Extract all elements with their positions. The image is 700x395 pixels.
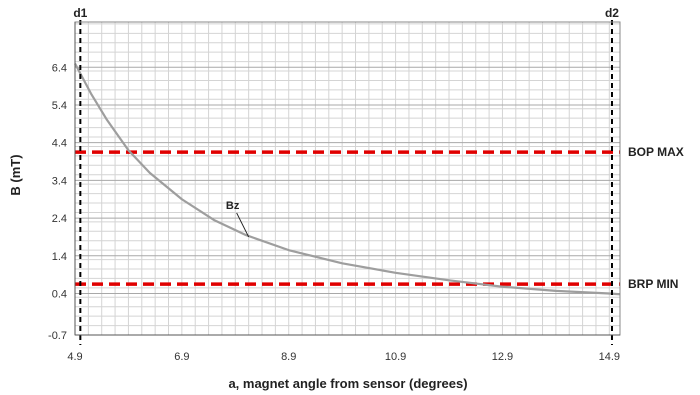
annotation-label: Bz <box>226 200 240 212</box>
threshold-label: BOP MAX <box>628 145 684 159</box>
y-tick-label: 5.4 <box>52 100 67 112</box>
tick-labels: 4.9 6.9 8.9 10.9 12.9 14.9 -0.7 0.4 1.4 2.4 3.4 4.4… <box>48 62 620 363</box>
x-tick-label: 14.9 <box>599 351 620 363</box>
axes <box>74 21 621 336</box>
y-tick-label: 6.4 <box>52 62 67 74</box>
y-tick-label: 4.4 <box>52 138 67 150</box>
x-tick-label: 8.9 <box>281 351 296 363</box>
x-tick-label: 10.9 <box>385 351 406 363</box>
annotation-leader <box>236 212 250 238</box>
y-tick-label: -0.7 <box>48 330 67 342</box>
annotations: Bz <box>226 200 250 238</box>
x-tick-label: 4.9 <box>67 351 82 363</box>
vertical-markers: d1 d2 <box>73 6 619 345</box>
y-tick-label: 1.4 <box>52 251 67 263</box>
x-axis-title: a, magnet angle from sensor (degrees) <box>228 376 467 391</box>
vertical-marker-label: d1 <box>73 6 87 20</box>
series-layer <box>74 62 621 296</box>
x-tick-label: 12.9 <box>492 351 513 363</box>
y-tick-label: 3.4 <box>52 175 67 187</box>
threshold-label: BRP MIN <box>628 277 678 291</box>
vertical-marker-label: d2 <box>605 6 619 20</box>
threshold-lines: BOP MAX BRP MIN <box>75 145 684 291</box>
series-line <box>74 62 621 296</box>
x-tick-label: 6.9 <box>174 351 189 363</box>
y-tick-label: 0.4 <box>52 289 67 301</box>
y-axis-title: B (mT) <box>8 154 23 195</box>
y-tick-label: 2.4 <box>52 213 67 225</box>
